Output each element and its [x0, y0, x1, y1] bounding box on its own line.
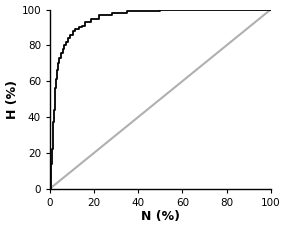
X-axis label: N (%): N (%) — [141, 210, 180, 224]
Y-axis label: H (%): H (%) — [5, 80, 19, 119]
